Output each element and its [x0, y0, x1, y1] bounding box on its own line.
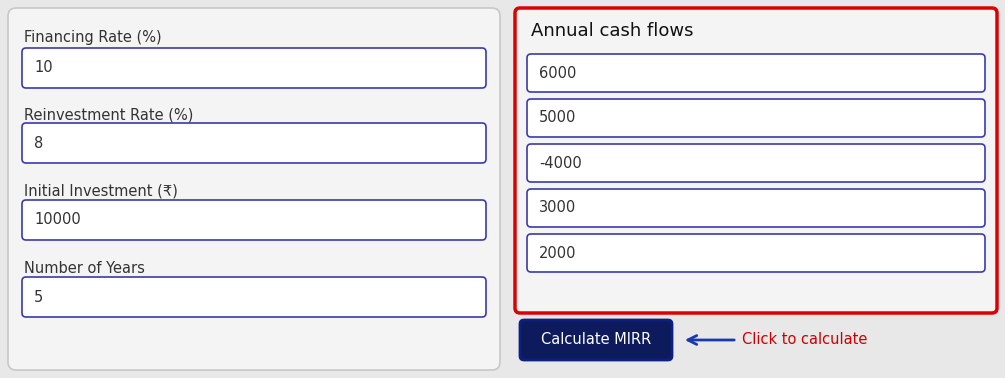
FancyBboxPatch shape — [22, 277, 486, 317]
Text: 8: 8 — [34, 135, 43, 150]
Text: Financing Rate (%): Financing Rate (%) — [24, 30, 162, 45]
Text: Annual cash flows: Annual cash flows — [531, 22, 693, 40]
Text: 5: 5 — [34, 290, 43, 305]
FancyBboxPatch shape — [8, 8, 500, 370]
FancyBboxPatch shape — [520, 320, 672, 360]
Text: Reinvestment Rate (%): Reinvestment Rate (%) — [24, 107, 193, 122]
Text: -4000: -4000 — [539, 155, 582, 170]
FancyBboxPatch shape — [515, 8, 997, 313]
FancyBboxPatch shape — [527, 144, 985, 182]
Text: 5000: 5000 — [539, 110, 577, 125]
FancyBboxPatch shape — [22, 48, 486, 88]
FancyBboxPatch shape — [527, 189, 985, 227]
Text: 3000: 3000 — [539, 200, 576, 215]
FancyBboxPatch shape — [22, 123, 486, 163]
Text: Calculate MIRR: Calculate MIRR — [541, 333, 651, 347]
Text: 6000: 6000 — [539, 65, 577, 81]
Text: Click to calculate: Click to calculate — [742, 333, 867, 347]
Text: 10: 10 — [34, 60, 52, 76]
Text: Number of Years: Number of Years — [24, 261, 145, 276]
FancyBboxPatch shape — [22, 200, 486, 240]
Text: 10000: 10000 — [34, 212, 80, 228]
FancyBboxPatch shape — [527, 54, 985, 92]
Text: Initial Investment (₹): Initial Investment (₹) — [24, 184, 178, 199]
FancyBboxPatch shape — [527, 99, 985, 137]
Text: 2000: 2000 — [539, 245, 577, 260]
FancyBboxPatch shape — [527, 234, 985, 272]
